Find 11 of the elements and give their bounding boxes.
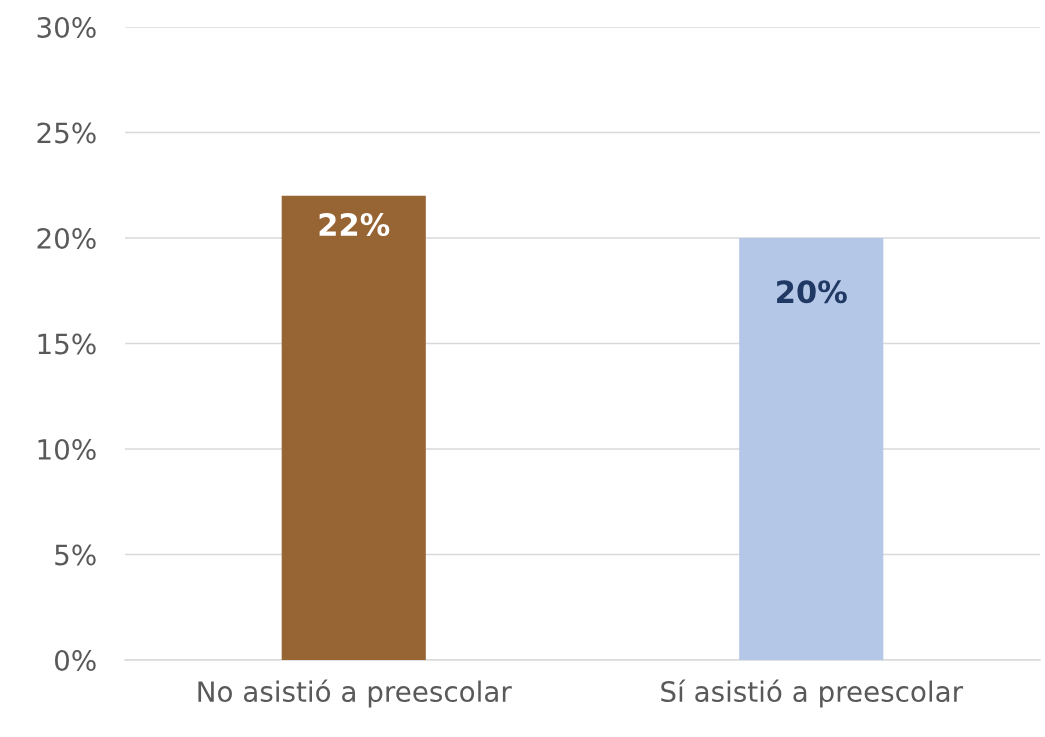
y-tick-label: 10% xyxy=(38,438,96,460)
data-label: 22% xyxy=(319,213,390,237)
data-label: 20% xyxy=(777,280,847,304)
x-tick-label: Sí asistió a preescolar xyxy=(661,679,964,708)
y-tick-label: 15% xyxy=(38,333,96,355)
x-tick-label: No asistió a preescolar xyxy=(198,679,512,708)
y-tick-label: 25% xyxy=(37,122,96,144)
y-tick-label: 20% xyxy=(37,227,96,249)
y-tick-label: 5% xyxy=(55,544,96,566)
y-tick-label: 30% xyxy=(37,16,96,38)
y-tick-label: 0% xyxy=(54,649,96,671)
